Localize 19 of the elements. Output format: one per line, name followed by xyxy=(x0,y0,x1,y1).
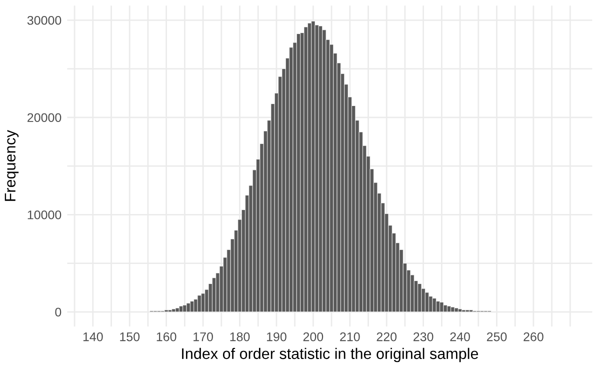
x-tick-label: 160 xyxy=(156,332,176,342)
x-tick-label: 250 xyxy=(486,332,507,342)
x-tick-label: 180 xyxy=(230,332,250,342)
y-tick-label: 20000 xyxy=(28,113,62,122)
y-tick-label: 10000 xyxy=(28,210,62,220)
x-tick-label: 260 xyxy=(524,332,544,342)
x-tick-label: 170 xyxy=(194,332,213,342)
y-axis-title: Frequency xyxy=(4,130,19,201)
y-tick-label: 0 xyxy=(55,308,62,317)
y-tick-label: 30000 xyxy=(27,16,62,25)
x-tick-label: 230 xyxy=(414,332,434,342)
x-tick-label: 150 xyxy=(120,332,140,342)
x-tick-label: 190 xyxy=(266,332,286,342)
x-tick-label: 140 xyxy=(83,332,103,342)
x-tick-label: 210 xyxy=(340,332,360,342)
x-tick-label: 200 xyxy=(303,332,324,342)
x-axis-title: Index of order statistic in the original sample xyxy=(182,348,478,362)
x-tick-label: 240 xyxy=(450,332,470,342)
x-tick-label: 220 xyxy=(376,332,397,342)
